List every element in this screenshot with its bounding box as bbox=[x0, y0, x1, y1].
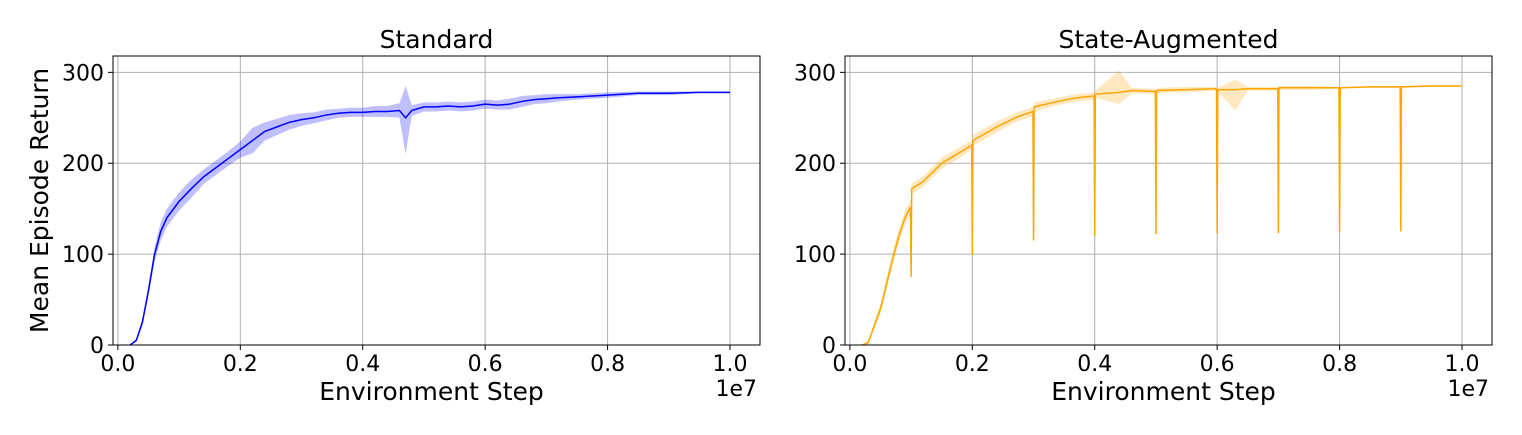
x-tick-label: 0.8 bbox=[1322, 352, 1357, 377]
y-axis-label: Mean Episode Return bbox=[25, 68, 54, 333]
x-tick-label: 0.6 bbox=[1200, 352, 1235, 377]
x-offset-label: 1e7 bbox=[1447, 377, 1489, 402]
x-axis-label: Environment Step bbox=[319, 377, 544, 406]
line bbox=[129, 91, 731, 346]
x-tick-label: 0.4 bbox=[1077, 352, 1112, 377]
y-tick-label: 200 bbox=[794, 152, 836, 177]
x-offset-label: 1e7 bbox=[715, 377, 757, 402]
x-tick-label: 0.4 bbox=[345, 352, 380, 377]
x-tick-label: 0.2 bbox=[955, 352, 990, 377]
y-tick-label: 200 bbox=[62, 152, 104, 177]
x-tick-label: 0.2 bbox=[223, 352, 258, 377]
band bbox=[862, 70, 1463, 345]
x-axis-label: Environment Step bbox=[1051, 377, 1276, 406]
chart-title: State-Augmented bbox=[1058, 25, 1278, 54]
y-tick-label: 0 bbox=[822, 334, 836, 359]
y-tick-label: 0 bbox=[90, 334, 104, 359]
y-tick-label: 100 bbox=[794, 243, 836, 268]
x-tick-label: 0.0 bbox=[100, 352, 135, 377]
axes-frame bbox=[844, 55, 1493, 346]
y-tick-label: 300 bbox=[794, 61, 836, 86]
band bbox=[130, 85, 731, 346]
x-tick-label: 1.0 bbox=[713, 352, 748, 377]
x-tick-label: 0.8 bbox=[590, 352, 625, 377]
line bbox=[861, 85, 1463, 346]
x-tick-label: 0.0 bbox=[832, 352, 867, 377]
axes-frame bbox=[112, 55, 761, 346]
y-tick-label: 100 bbox=[62, 243, 104, 268]
x-tick-label: 1.0 bbox=[1445, 352, 1480, 377]
y-tick-label: 300 bbox=[62, 61, 104, 86]
chart-title: Standard bbox=[380, 25, 494, 54]
x-tick-label: 0.6 bbox=[468, 352, 503, 377]
